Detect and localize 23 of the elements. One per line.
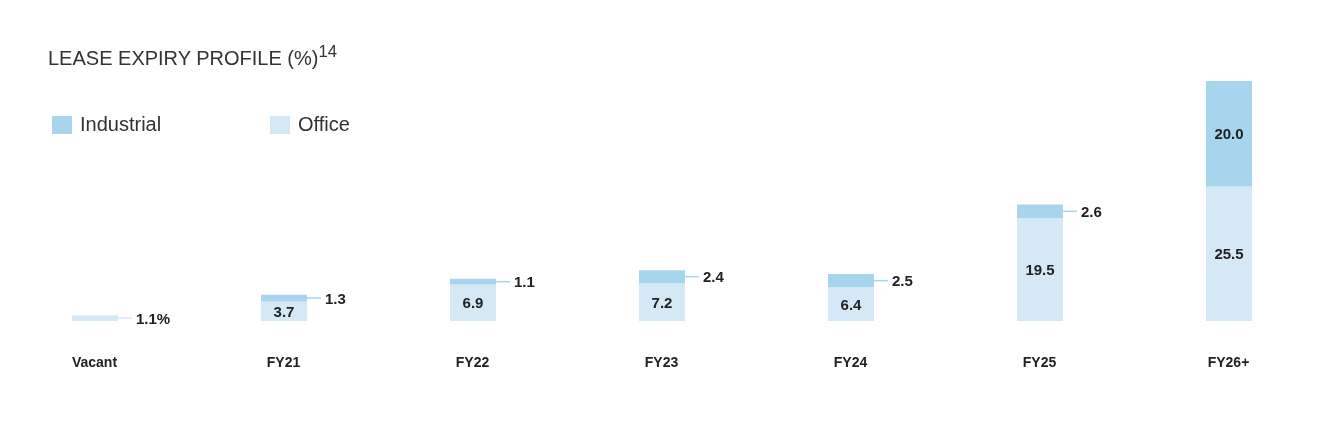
x-tick-label: FY21 — [266, 353, 301, 370]
x-tick-label: FY25 — [1022, 353, 1057, 370]
x-tick-label: Vacant — [71, 353, 118, 370]
data-label: 19.5 — [1025, 261, 1055, 279]
x-tick-label: FY26+ — [1207, 353, 1250, 370]
data-label: 2.4 — [703, 268, 725, 286]
data-label: 1.1% — [136, 309, 171, 327]
legend-label: Office — [298, 113, 350, 136]
chart-title: LEASE EXPIRY PROFILE (%)$^{14}$ — [48, 42, 337, 69]
x-tick-label: FY22 — [455, 353, 490, 370]
x-tick-label: FY23 — [644, 353, 679, 370]
data-label: 25.5 — [1214, 245, 1244, 263]
data-label: 3.7 — [273, 302, 295, 320]
data-label: 2.5 — [892, 272, 913, 290]
legend-label: Industrial — [80, 113, 162, 136]
data-label: 6.9 — [462, 294, 484, 312]
x-tick-label: FY24 — [833, 353, 868, 370]
data-label: 1.1 — [514, 273, 535, 291]
data-label: 2.6 — [1081, 202, 1102, 220]
data-label: 20.0 — [1214, 125, 1244, 143]
data-label: 7.2 — [651, 293, 673, 311]
data-label: 1.3 — [325, 289, 346, 307]
data-label: 6.4 — [840, 295, 863, 313]
